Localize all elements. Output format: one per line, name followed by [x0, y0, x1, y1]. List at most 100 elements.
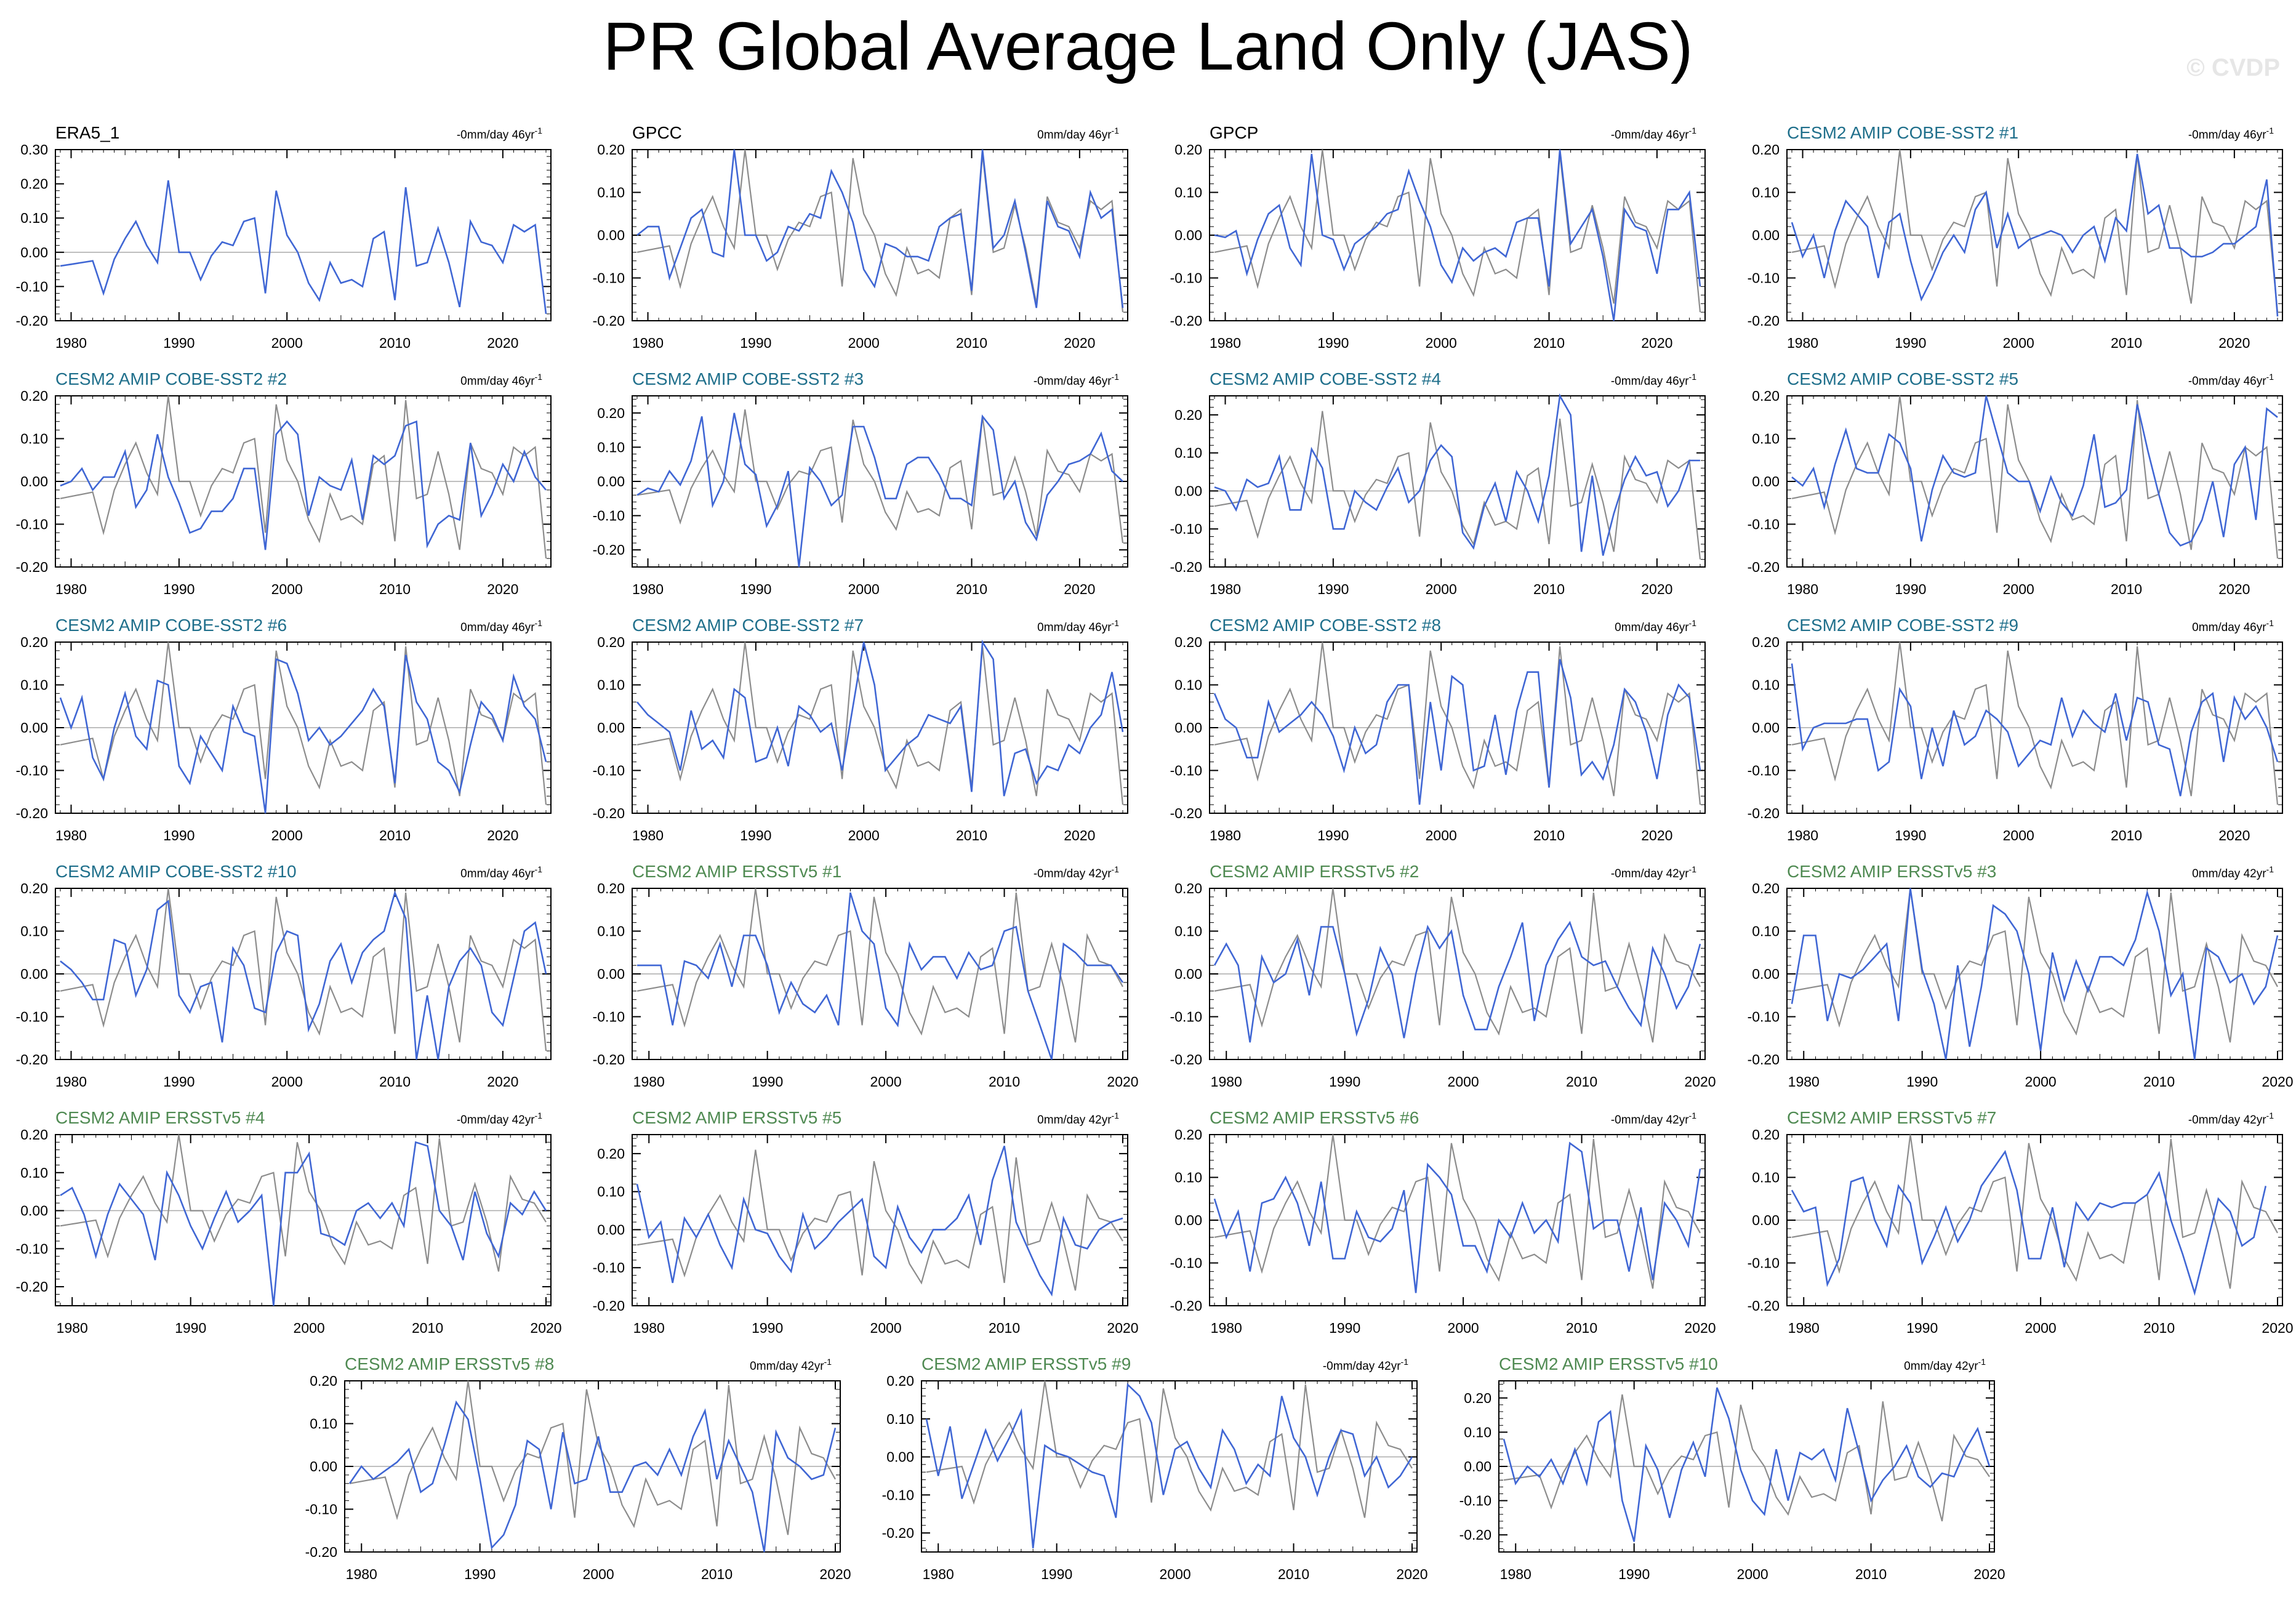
x-tick-label: 2010: [412, 1320, 443, 1336]
y-tick-label: 0.20: [1174, 1127, 1202, 1143]
x-tick-label: 2020: [2262, 1320, 2293, 1336]
x-tick-label: 2020: [487, 335, 518, 351]
y-tick-label: 0.20: [1174, 407, 1202, 423]
y-tick-label: -0.20: [593, 1298, 625, 1314]
x-tick-label: 1980: [632, 581, 664, 597]
y-tick-label: 0.00: [1752, 720, 1780, 736]
chart-panel: CESM2 AMIP ERSSTv5 #1 -0mm/day 42yr-1 0.20…: [593, 862, 1139, 1090]
x-tick-label: 2000: [294, 1320, 325, 1336]
x-tick-label: 1990: [1895, 581, 1926, 597]
y-tick-label: -0.20: [593, 805, 625, 821]
series-line: [636, 1146, 1123, 1297]
y-tick-label: 0.20: [597, 880, 625, 896]
x-tick-label: 2000: [271, 827, 303, 843]
trend-label: 0mm/day 42yr-1: [1037, 1111, 1119, 1127]
trend-label: -0mm/day 42yr-1: [1611, 864, 1696, 880]
y-tick-label: -0.20: [16, 1279, 48, 1295]
obs-series-line: [636, 149, 1124, 313]
panel-title: CESM2 AMIP COBE-SST2 #1: [1787, 123, 2018, 142]
y-tick-label: 0.00: [1174, 483, 1202, 499]
series-line: [348, 1400, 837, 1553]
x-tick-label: 2010: [956, 335, 987, 351]
page-title: PR Global Average Land Only (JAS): [603, 9, 1693, 84]
chart-panel: CESM2 AMIP COBE-SST2 #5 -0mm/day 46yr-1 0.…: [1748, 369, 2283, 597]
chart-panel: CESM2 AMIP ERSSTv5 #3 0mm/day 42yr-1 0.20 0…: [1748, 862, 2294, 1090]
x-tick-label: 1980: [1211, 1074, 1242, 1090]
chart-panel: CESM2 AMIP COBE-SST2 #2 0mm/day 46yr-1 0.2…: [16, 369, 552, 597]
y-tick-label: 0.00: [597, 966, 625, 982]
x-tick-label: 2000: [1426, 827, 1457, 843]
y-tick-label: -0.10: [593, 1009, 625, 1025]
series-line: [1791, 153, 2279, 317]
x-tick-label: 2000: [2003, 335, 2034, 351]
y-tick-label: 0.20: [1752, 1127, 1780, 1143]
trend-label: 0mm/day 42yr-1: [1904, 1357, 1986, 1373]
x-tick-label: 1980: [633, 1320, 665, 1336]
trend-label: 0mm/day 42yr-1: [2192, 864, 2274, 880]
x-tick-label: 2010: [989, 1074, 1020, 1090]
chart-panel: GPCC 0mm/day 46yr-1 0.20 0.10 0.00 -0.10 -0.20…: [593, 123, 1128, 351]
x-tick-label: 2020: [2262, 1074, 2293, 1090]
y-tick-label: -0.10: [1170, 1255, 1202, 1271]
x-tick-label: 1990: [163, 581, 195, 597]
x-tick-label: 1990: [163, 1074, 195, 1090]
y-tick-label: -0.20: [16, 1051, 48, 1067]
x-tick-label: 2010: [379, 1074, 411, 1090]
chart-panel: CESM2 AMIP COBE-SST2 #1 -0mm/day 46yr-1 0.…: [1748, 123, 2283, 351]
series-line: [1214, 149, 1701, 321]
plot-frame: [55, 1134, 552, 1306]
panel-title: CESM2 AMIP COBE-SST2 #8: [1210, 616, 1441, 635]
y-tick-label: -0.10: [1170, 763, 1202, 779]
x-tick-label: 2000: [2025, 1320, 2057, 1336]
y-tick-label: -0.10: [882, 1487, 914, 1503]
x-tick-label: 1980: [1211, 1320, 1242, 1336]
trend-label: 0mm/day 46yr-1: [1615, 618, 1696, 634]
y-tick-label: -0.10: [1748, 1255, 1780, 1271]
obs-series-line: [636, 409, 1124, 544]
y-tick-label: 0.00: [20, 1203, 48, 1219]
panel-title: GPCC: [632, 123, 682, 142]
chart-panel: CESM2 AMIP COBE-SST2 #7 0mm/day 46yr-1 0.2…: [593, 616, 1128, 843]
chart-panel: ERA5_1 -0mm/day 46yr-1 0.30 0.20 0.10 0.00 -0.…: [16, 123, 552, 351]
y-tick-label: 0.00: [1752, 473, 1780, 489]
x-tick-label: 1980: [632, 827, 664, 843]
trend-label: 0mm/day 42yr-1: [750, 1357, 832, 1373]
x-tick-label: 2000: [583, 1566, 614, 1582]
obs-series-line: [1503, 1394, 1990, 1522]
y-tick-label: -0.20: [593, 313, 625, 329]
x-tick-label: 1990: [740, 335, 771, 351]
y-tick-label: 0.20: [1174, 142, 1202, 158]
x-tick-label: 2020: [1107, 1320, 1138, 1336]
series-line: [60, 890, 547, 1060]
y-tick-label: 0.20: [597, 634, 625, 650]
y-tick-label: -0.10: [593, 763, 625, 779]
y-tick-label: 0.20: [1752, 388, 1780, 404]
y-tick-label: 0.20: [310, 1373, 337, 1389]
x-tick-label: 1980: [923, 1566, 954, 1582]
x-tick-label: 2000: [2003, 827, 2034, 843]
trend-label: 0mm/day 46yr-1: [460, 864, 542, 880]
x-tick-label: 1980: [1210, 827, 1241, 843]
y-tick-label: 0.10: [20, 210, 48, 226]
y-tick-label: 0.00: [597, 473, 625, 489]
y-tick-label: 0.10: [20, 677, 48, 693]
plot-frame: [921, 1380, 1418, 1553]
y-tick-label: 0.00: [1174, 720, 1202, 736]
y-tick-label: 0.10: [597, 677, 625, 693]
trend-label: -0mm/day 46yr-1: [457, 126, 542, 142]
y-tick-label: 0.10: [886, 1411, 914, 1427]
x-tick-label: 1990: [1041, 1566, 1072, 1582]
y-tick-label: 0.10: [1174, 1170, 1202, 1186]
x-tick-label: 1980: [1210, 581, 1241, 597]
y-tick-label: 0.10: [597, 185, 625, 201]
y-tick-label: -0.20: [1748, 313, 1780, 329]
x-tick-label: 1990: [752, 1074, 783, 1090]
panel-title: CESM2 AMIP ERSSTv5 #6: [1210, 1108, 1419, 1127]
x-tick-label: 2020: [1641, 581, 1672, 597]
y-tick-label: -0.10: [593, 270, 625, 286]
panel-title: CESM2 AMIP ERSSTv5 #10: [1499, 1354, 1718, 1373]
x-tick-label: 1980: [1500, 1566, 1531, 1582]
obs-series-line: [636, 888, 1123, 1043]
chart-panel: CESM2 AMIP COBE-SST2 #4 -0mm/day 46yr-1 0.…: [1170, 369, 1706, 597]
plot-frame: [632, 1134, 1128, 1306]
